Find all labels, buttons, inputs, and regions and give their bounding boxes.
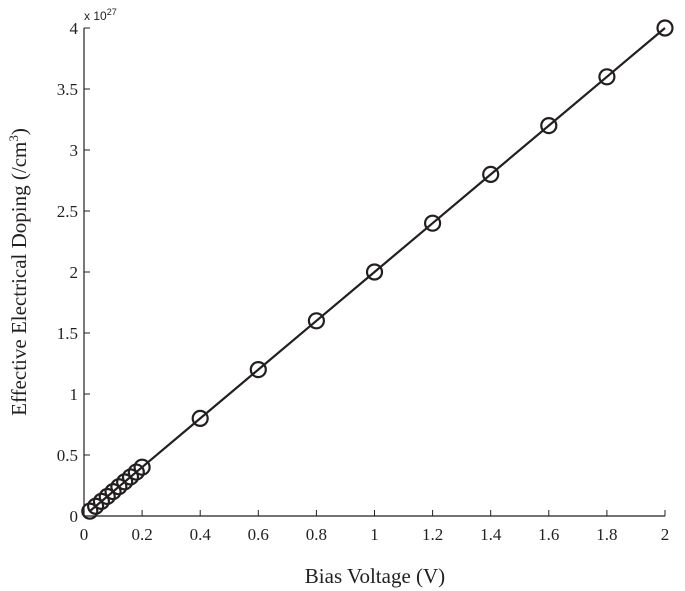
x-tick-label: 1.6 xyxy=(538,525,559,544)
data-point xyxy=(598,68,616,86)
x-tick-label: 0.4 xyxy=(190,525,212,544)
data-point xyxy=(110,478,128,496)
data-point xyxy=(656,19,674,37)
data-point xyxy=(133,458,151,476)
data-point xyxy=(365,263,384,281)
data-point xyxy=(121,468,140,486)
x-tick-label: 0.2 xyxy=(131,525,152,544)
y-axis-label: Effective Electrical Doping (/cm3) xyxy=(6,128,31,416)
y-multiplier-exponent: 27 xyxy=(107,7,117,17)
data-point xyxy=(127,463,145,481)
x-tick-label: 0 xyxy=(80,525,89,544)
x-tick-label: 1.4 xyxy=(480,525,502,544)
y-axis-label-close: ) xyxy=(7,128,31,135)
data-point xyxy=(87,497,105,515)
data-point xyxy=(482,165,500,183)
data-point xyxy=(424,214,442,232)
y-tick-label: 1 xyxy=(70,385,79,404)
data-point xyxy=(249,361,267,379)
data-point xyxy=(92,492,111,510)
series-line xyxy=(89,27,666,512)
data-point xyxy=(540,116,558,135)
x-tick-label: 0.6 xyxy=(248,525,269,544)
data-point xyxy=(191,409,209,427)
x-tick-label: 1.2 xyxy=(422,525,443,544)
y-tick-label: 1.5 xyxy=(57,324,78,343)
data-point xyxy=(98,487,116,506)
y-axis-label-superscript: 3 xyxy=(6,135,21,142)
y-tick-label: 3 xyxy=(70,141,79,160)
data-point xyxy=(81,502,99,520)
x-tick-label: 1.8 xyxy=(596,525,617,544)
data-point xyxy=(116,473,134,491)
y-tick-label: 3.5 xyxy=(57,80,78,99)
y-tick-label: 0 xyxy=(70,507,79,526)
series xyxy=(81,19,674,520)
y-tick-label: 0.5 xyxy=(57,446,78,465)
y-tick-label: 4 xyxy=(70,19,79,38)
y-tick-label: 2 xyxy=(70,263,79,282)
x-tick-label: 0.8 xyxy=(306,525,327,544)
data-point xyxy=(307,312,325,330)
y-multiplier-label: x 1027 xyxy=(84,7,117,23)
ticks: 0 0.2 0.4 0.6 0.8 1 1.2 1.4 1.6 1.8 2 0 0.5 1 1.5 2 2.5 3… xyxy=(57,19,670,544)
x-axis-label: Bias Voltage (V) xyxy=(305,564,445,588)
x-tick-label: 1 xyxy=(370,525,379,544)
x-tick-label: 2 xyxy=(661,525,670,544)
data-point xyxy=(104,483,122,501)
y-tick-label: 2.5 xyxy=(57,202,78,221)
